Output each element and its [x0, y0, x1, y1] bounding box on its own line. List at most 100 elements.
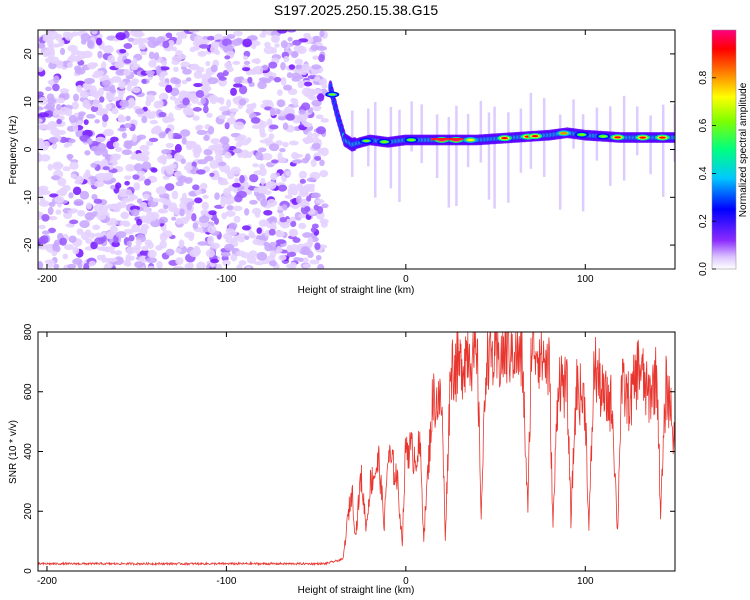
heatmap-noise-cell	[164, 183, 175, 191]
heatmap-noise-cell	[223, 187, 231, 197]
heatmap-noise-cell	[303, 137, 310, 144]
heatmap-noise-cell	[91, 193, 98, 200]
heatmap-noise-cell	[137, 175, 146, 181]
heatmap-noise-cell	[134, 108, 145, 115]
heatmap-noise-cell	[230, 87, 237, 96]
heatmap-noise-cell	[226, 66, 234, 73]
heatmap-noise-cell	[207, 235, 215, 245]
heatmap-noise-cell	[316, 45, 328, 51]
colorbar-tick-label: 0.8	[698, 70, 709, 84]
heatmap-noise-cell	[291, 72, 301, 79]
heatmap-noise-cell	[89, 232, 96, 239]
heatmap-noise-cell	[196, 124, 204, 130]
heatmap-noise-cell	[111, 107, 119, 115]
heatmap-noise-cell	[189, 46, 196, 53]
heatmap-noise-cell	[203, 148, 213, 156]
heatmap-noise-cell	[311, 99, 322, 107]
heatmap-noise-cell	[132, 58, 138, 67]
heatmap-noise-cell	[50, 175, 61, 181]
heatmap-noise-cell	[261, 99, 273, 105]
heatmap-noise-cell	[200, 96, 206, 105]
snr-x-tick-label: 100	[577, 576, 594, 587]
heatmap-noise-cell	[123, 175, 132, 180]
heatmap-noise-cell	[179, 208, 185, 217]
heatmap-noise-cell	[107, 55, 115, 63]
heatmap-noise-cell	[256, 251, 268, 261]
heatmap-noise-cell	[228, 230, 238, 236]
heatmap-noise-cell	[288, 64, 296, 70]
heatmap-noise-cell	[319, 169, 329, 178]
heatmap-noise-cell	[289, 229, 298, 237]
heatmap-noise-cell	[205, 249, 216, 258]
heatmap-noise-cell	[130, 30, 141, 37]
heatmap-noise-cell	[158, 216, 169, 224]
heatmap-noise-cell	[315, 199, 325, 204]
heatmap-noise-cell	[185, 77, 192, 82]
heatmap-noise-cell	[246, 106, 253, 115]
heatmap-noise-cell	[49, 193, 59, 198]
heatmap-noise-cell	[92, 224, 101, 231]
heatmap-noise-cell	[273, 76, 282, 83]
heatmap-noise-cell	[291, 204, 300, 210]
heatmap-noise-cell	[102, 166, 110, 171]
heatmap-noise-cell	[161, 148, 172, 155]
heatmap-noise-cell	[219, 136, 230, 145]
heatmap-noise-cell	[94, 237, 105, 245]
heatmap-noise-cell	[67, 263, 77, 269]
heatmap-noise-cell	[181, 79, 188, 85]
heatmap-noise-cell	[282, 122, 289, 131]
heatmap-noise-cell	[118, 80, 126, 90]
heatmap-noise-cell	[303, 36, 314, 45]
heatmap-noise-cell	[194, 197, 203, 204]
heatmap-noise-cell	[59, 237, 67, 246]
heatmap-noise-cell	[314, 75, 321, 82]
heatmap-noise-cell	[146, 257, 158, 264]
heatmap-noise-cell	[189, 63, 199, 69]
heatmap-noise-cell	[116, 201, 127, 209]
heatmap-noise-cell	[320, 147, 329, 157]
heatmap-peak-cell	[614, 136, 622, 139]
heatmap-noise-cell	[196, 261, 206, 269]
heatmap-noise-cell	[266, 199, 278, 207]
heatmap-noise-cell	[131, 87, 141, 93]
heatmap-noise-cell	[277, 157, 287, 164]
heatmap-noise-cell	[298, 109, 306, 115]
heatmap-noise-cell	[233, 30, 243, 37]
heatmap-noise-cell	[197, 50, 207, 57]
heatmap-noise-cell	[298, 257, 304, 262]
heatmap-noise-cell	[182, 68, 192, 75]
heatmap-noise-cell	[180, 158, 186, 165]
heatmap-streak-cell	[572, 99, 575, 149]
heatmap-noise-cell	[72, 124, 79, 133]
heatmap-noise-cell	[146, 140, 154, 146]
heatmap-noise-cell	[119, 220, 126, 226]
heatmap-noise-cell	[140, 51, 147, 56]
heatmap-noise-cell	[251, 124, 262, 129]
heatmap-noise-cell	[126, 85, 132, 92]
heatmap-noise-cell	[38, 97, 48, 105]
heatmap-noise-cell	[301, 116, 307, 125]
heatmap-noise-cell	[315, 254, 322, 261]
heatmap-peak-cell	[466, 138, 474, 142]
heatmap-noise-cell	[68, 114, 77, 124]
heatmap-noise-cell	[277, 89, 283, 97]
heatmap-noise-cell	[197, 241, 209, 246]
heatmap-noise-cell	[225, 210, 236, 217]
heatmap-noise-cell	[138, 38, 144, 48]
heatmap-noise-cell	[192, 222, 199, 230]
heatmap-noise-cell	[248, 231, 255, 238]
heatmap-noise-cell	[229, 112, 236, 118]
heatmap-noise-cell	[152, 197, 159, 203]
heatmap-noise-cell	[219, 106, 229, 112]
heatmap-noise-cell	[84, 77, 95, 85]
heatmap-noise-cell	[143, 206, 151, 213]
heatmap-noise-cell	[145, 99, 152, 107]
heatmap-noise-cell	[70, 173, 77, 179]
heatmap-noise-cell	[38, 124, 46, 130]
heatmap-noise-cell	[280, 76, 287, 86]
heatmap-noise-cell	[73, 93, 80, 102]
heatmap-noise-cell	[117, 116, 127, 123]
heatmap-noise-cell	[63, 244, 74, 251]
heatmap-noise-cell	[136, 218, 143, 226]
heatmap-noise-cell	[310, 44, 319, 51]
